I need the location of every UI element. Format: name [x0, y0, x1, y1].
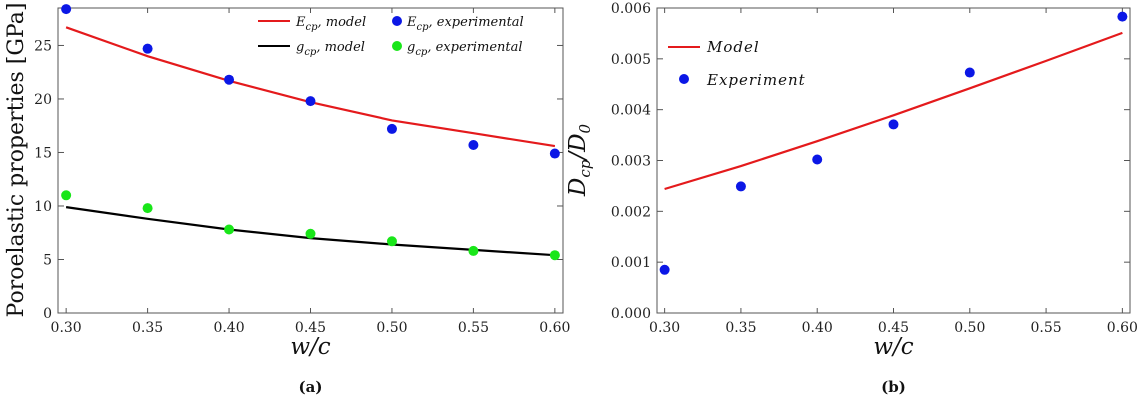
a-series-g_exp-point — [549, 250, 560, 261]
panel-b-caption: (b) — [881, 378, 906, 396]
b-series-experiment-point — [888, 119, 899, 130]
panel-b-y-label-asub: cp — [576, 159, 594, 177]
panel-b-y-label-bsub: 0 — [576, 123, 594, 133]
b-series-experiment-point — [659, 264, 670, 275]
legend-g-model-main: g — [296, 40, 304, 55]
legend-g-exp-main: g — [407, 40, 415, 55]
panel-b-x-label: w/c — [873, 334, 913, 360]
legend-g-exp-sub: cp — [415, 47, 428, 58]
b-series-experiment-point — [735, 181, 746, 192]
a-y-tick-label: 15 — [34, 145, 52, 161]
legend-experiment-swatch — [679, 74, 689, 84]
panel-b-y-label: Dcp/D0 — [565, 123, 594, 197]
legend-e-exp-text: , experimental — [429, 15, 524, 30]
legend-e-exp-label: Ecp, experimental — [406, 15, 524, 33]
legend-e-model-text: , model — [318, 15, 367, 30]
a-series-E_exp-point — [386, 123, 397, 134]
legend-g-exp-swatch — [392, 41, 402, 51]
panel-b: 0.30 0.35 0.40 0.45 0.50 0.55 0.60 0.0000.0010… — [565, 1, 1138, 396]
b-series-experiment-point — [1117, 11, 1128, 22]
legend-e-model-main: E — [295, 15, 306, 30]
b-x-tick-label: 0.50 — [954, 320, 985, 336]
legend-e-exp-main: E — [406, 15, 417, 30]
panel-b-y-label-a: D — [565, 178, 591, 197]
a-y-tick-label: 0 — [43, 306, 52, 322]
a-series-E_exp-point — [142, 43, 153, 54]
a-x-tick-label: 0.35 — [132, 320, 163, 336]
a-y-tick-label: 20 — [34, 92, 52, 108]
a-series-g_exp-point — [305, 228, 316, 239]
legend-g-model-sub: cp — [304, 47, 317, 58]
a-series-E_exp-point — [549, 148, 560, 159]
panel-a-y-label: Poroelastic properties [GPa] — [4, 3, 29, 318]
panel-a-series — [61, 4, 560, 261]
panel-a-x-label: w/c — [290, 334, 330, 360]
b-x-tick-label: 0.40 — [802, 320, 833, 336]
b-y-tick-label: 0.004 — [611, 103, 651, 119]
b-y-tick-label: 0.001 — [611, 255, 651, 271]
b-x-tick-label: 0.55 — [1030, 320, 1061, 336]
legend-e-model-label: Ecp, model — [295, 15, 366, 33]
a-x-tick-label: 0.60 — [539, 320, 570, 336]
a-series-g_exp-point — [468, 245, 479, 256]
a-series-E_exp-point — [61, 4, 72, 15]
b-y-tick-label: 0.005 — [611, 52, 651, 68]
panel-a-y-ticks: 0 5 10 15 20 25 — [34, 38, 563, 322]
legend-e-model-sub: cp — [306, 22, 319, 33]
legend-g-model-label: gcp, model — [296, 40, 365, 58]
b-x-tick-label: 0.45 — [878, 320, 909, 336]
panel-b-y-ticks: 0.000 0.001 0.002 0.003 0.004 0.005 0.006 — [611, 1, 1130, 322]
b-x-tick-label: 0.30 — [649, 320, 680, 336]
legend-g-model-text: , model — [316, 40, 365, 55]
b-y-tick-label: 0.006 — [611, 1, 651, 17]
panel-b-y-label-b: /D — [565, 133, 591, 161]
legend-experiment-label: Experiment — [706, 71, 806, 89]
panel-a: 0.30 0.35 0.40 0.45 0.50 0.55 0.60 0510152025 … — [4, 3, 570, 396]
legend-g-exp-label: gcp, experimental — [407, 40, 523, 58]
panel-b-series — [659, 11, 1128, 275]
b-y-tick-label: 0.002 — [611, 204, 651, 220]
b-series-model-line — [664, 31, 1123, 191]
b-y-tick-label: 0.000 — [611, 306, 651, 322]
a-x-tick-label: 0.45 — [295, 320, 326, 336]
a-y-tick-label: 25 — [34, 38, 52, 54]
a-x-tick-label: 0.30 — [51, 320, 82, 336]
a-x-tick-label: 0.55 — [458, 320, 489, 336]
a-series-g_exp-point — [61, 190, 72, 201]
legend-e-exp-swatch — [392, 16, 402, 26]
a-series-E_exp-point — [224, 74, 235, 85]
legend-e-exp-sub: cp — [417, 22, 430, 33]
legend-g-exp-text: , experimental — [427, 40, 522, 55]
b-series-experiment-point — [812, 154, 823, 165]
a-x-tick-label: 0.40 — [213, 320, 244, 336]
a-series-E_exp-point — [468, 139, 479, 150]
legend-model-label: Model — [706, 38, 760, 56]
panel-a-caption: (a) — [299, 378, 323, 396]
panel-b-legend: Model Experiment — [668, 38, 806, 89]
b-series-experiment-point — [964, 67, 975, 78]
b-x-tick-label: 0.60 — [1107, 320, 1138, 336]
a-x-tick-label: 0.50 — [376, 320, 407, 336]
panel-b-x-ticks: 0.30 0.35 0.40 0.45 0.50 0.55 0.60 — [649, 8, 1138, 336]
a-series-E_exp-point — [305, 96, 316, 107]
a-y-tick-label: 10 — [34, 199, 52, 215]
a-series-g_exp-point — [142, 203, 153, 214]
a-series-g_exp-point — [386, 236, 397, 247]
panel-a-x-ticks: 0.30 0.35 0.40 0.45 0.50 0.55 0.60 — [51, 8, 570, 336]
a-y-tick-label: 5 — [43, 252, 52, 268]
a-series-g_exp-point — [224, 224, 235, 235]
b-x-tick-label: 0.35 — [725, 320, 756, 336]
panel-a-legend: Ecp, model Ecp, experimental gcp, model … — [258, 15, 524, 58]
b-y-tick-label: 0.003 — [611, 154, 651, 170]
